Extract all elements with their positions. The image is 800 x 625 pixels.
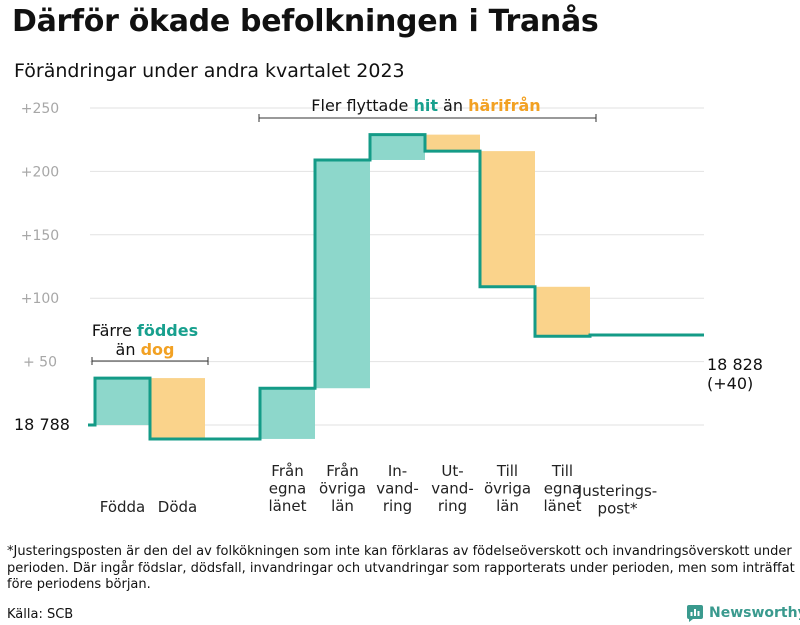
category-label: Födda [100,498,146,516]
category-label: Justerings-post* [577,482,657,518]
brand-logo: Newsworthy [686,604,800,622]
end-value-label: 18 828 [707,355,763,374]
chart-title: Därför ökade befolkningen i Tranås [12,4,599,39]
births-annotation-line2: än dog [116,340,175,359]
y-tick-label: +100 [21,291,59,307]
y-tick-label: + 50 [23,355,57,371]
waterfall-bar [425,134,480,152]
population-step-line [88,133,704,441]
footnote: *Justeringsposten är den del av folkökni… [7,544,795,592]
category-label: Ut-vand-ring [431,462,474,515]
category-label: In-vand-ring [376,462,419,515]
category-label: Till övriga län [484,462,531,515]
chart-subtitle: Förändringar under andra kvartalet 2023 [14,60,405,82]
waterfall-bar [150,378,205,439]
waterfall-bar [95,378,150,425]
y-tick-label: +250 [21,101,59,117]
y-tick-label: +150 [21,228,59,244]
waterfall-bar [315,159,370,389]
waterfall-bar [260,388,315,439]
migration-annotation: Fler flyttade hit än härifrån [311,96,540,115]
category-label: Till egna länet [544,462,582,515]
bar-chart-icon [687,605,703,622]
waterfall-bar [480,151,535,287]
net-change-label: (+40) [707,374,753,393]
source-label: Källa: SCB [7,607,74,622]
births-annotation-line1: Färre föddes [92,321,198,340]
category-label: Från egna länet [269,462,307,515]
waterfall-bar [535,286,590,337]
start-value-label: 18 788 [14,415,70,434]
category-label: Från övriga län [319,462,366,515]
brand-name: Newsworthy [709,605,800,621]
y-tick-label: +200 [21,164,59,180]
category-label: Döda [158,498,197,516]
waterfall-chart: + 50 +100 +150 +200 +250 Födda Döda Från egna län… [14,96,763,518]
waterfall-bar [370,134,425,160]
